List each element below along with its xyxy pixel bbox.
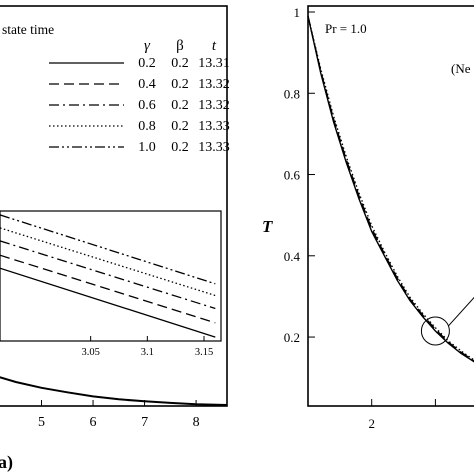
right-plot-frame [307, 5, 474, 407]
right-axes-ticks: 1 0.8 0.6 0.4 0.2 2 [284, 5, 436, 431]
left-x-axis: 5 6 7 8 [38, 400, 200, 430]
annotation-pr: Pr = 1.0 [325, 21, 367, 36]
inset-x-tick-label: 3.05 [81, 347, 99, 358]
inset-series-line [0, 240, 216, 310]
right-x-tick-label: 2 [368, 416, 375, 431]
right-series-line [307, 15, 474, 361]
left-x-tick-label: 8 [193, 415, 200, 430]
panel-label-a: a) [0, 452, 13, 473]
legend-header-t: t [212, 38, 217, 54]
legend-gamma-value: 0.2 [138, 56, 156, 71]
legend-t-value: 13.32 [198, 98, 230, 113]
right-y-tick-label: 0.2 [284, 330, 300, 345]
legend-t-value: 13.31 [198, 56, 230, 71]
inset-x-tick-label: 3.15 [195, 347, 213, 358]
magnifier-leader-line [448, 296, 474, 327]
left-x-tick-label: 7 [141, 415, 148, 430]
legend-beta-value: 0.2 [171, 119, 189, 134]
legend-t-value: 13.33 [198, 140, 230, 155]
legend-beta-value: 0.2 [171, 140, 189, 155]
annotation-partial: (Ne [451, 61, 471, 76]
legend-t-value: 13.33 [198, 119, 230, 134]
left-series [0, 376, 228, 406]
right-y-tick-label: 1 [294, 5, 301, 20]
left-series-line [0, 376, 228, 406]
legend-title: state time [2, 22, 54, 37]
inset-x-tick-label: 3.1 [141, 347, 154, 358]
legend-beta-value: 0.2 [171, 77, 189, 92]
y-axis-label: T [262, 217, 273, 236]
inset-series-line [0, 267, 216, 338]
left-plot-frame [0, 5, 228, 407]
legend-header-beta: β [176, 38, 184, 54]
right-series-line [307, 15, 474, 362]
inset-series-line [0, 254, 216, 324]
legend-beta-value: 0.2 [171, 98, 189, 113]
right-y-tick-label: 0.8 [284, 86, 300, 101]
magnifier-annotation [420, 296, 474, 346]
right-chart-panel: T Pr = 1.0 (Ne 1 0.8 0.6 0.4 0.2 2 [262, 5, 474, 431]
right-series-line [307, 15, 474, 363]
legend-gamma-value: 1.0 [138, 140, 156, 155]
legend-header-gamma: γ [144, 38, 151, 54]
inset-series-line [0, 214, 216, 285]
right-y-tick-label: 0.6 [284, 168, 301, 183]
legend-t-value: 13.32 [198, 77, 230, 92]
legend: 0.2 0.2 13.31 0.4 0.2 13.32 0.6 0.2 13.32 0.8 0.2 1… [49, 56, 230, 155]
magnifier-circle [420, 316, 450, 346]
right-series [307, 15, 474, 363]
left-chart-panel: state time γ β t 0.2 0.2 13.310.4 0.2 13.320… [0, 5, 230, 473]
legend-gamma-value: 0.4 [138, 77, 156, 92]
left-x-tick-label: 6 [90, 415, 97, 430]
inset-x-axis: 3.05 3.1 3.15 [81, 336, 213, 358]
legend-beta-value: 0.2 [171, 56, 189, 71]
inset-series [0, 214, 216, 338]
legend-gamma-value: 0.6 [138, 98, 156, 113]
legend-gamma-value: 0.8 [138, 119, 156, 134]
right-y-tick-label: 0.4 [284, 249, 301, 264]
inset-series-line [0, 227, 216, 297]
left-x-tick-label: 5 [38, 415, 45, 430]
